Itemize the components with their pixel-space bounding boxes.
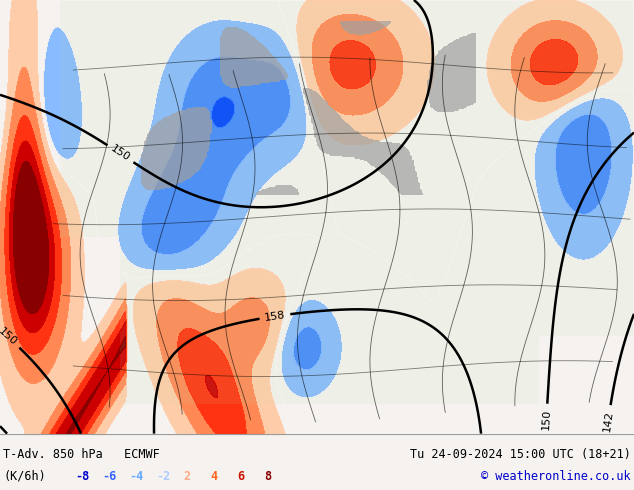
Text: 8: 8 — [264, 470, 271, 483]
Text: © weatheronline.co.uk: © weatheronline.co.uk — [481, 470, 631, 483]
Text: 150: 150 — [541, 408, 552, 430]
Text: -4: -4 — [129, 470, 143, 483]
Text: 158: 158 — [264, 310, 286, 323]
Text: 6: 6 — [237, 470, 244, 483]
Text: -6: -6 — [102, 470, 116, 483]
Text: 142: 142 — [602, 409, 615, 432]
Text: Tu 24-09-2024 15:00 UTC (18+21): Tu 24-09-2024 15:00 UTC (18+21) — [410, 448, 631, 461]
Text: 150: 150 — [0, 326, 19, 348]
Text: 2: 2 — [183, 470, 190, 483]
Text: -8: -8 — [75, 470, 89, 483]
Text: -2: -2 — [156, 470, 171, 483]
Text: 150: 150 — [109, 144, 132, 164]
Text: 4: 4 — [210, 470, 217, 483]
Text: T-Adv. 850 hPa   ECMWF: T-Adv. 850 hPa ECMWF — [3, 448, 160, 461]
Text: (K/6h): (K/6h) — [3, 470, 46, 483]
